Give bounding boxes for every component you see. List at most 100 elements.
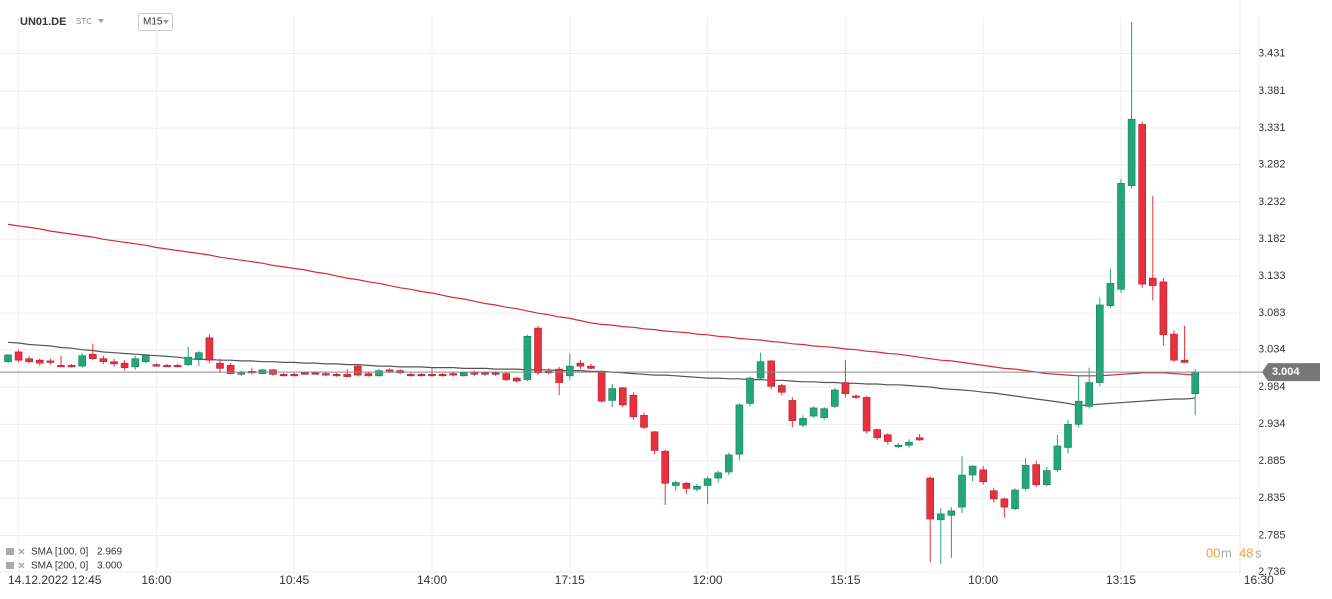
timer: 00 m 48 s bbox=[1206, 545, 1262, 560]
candle-body bbox=[364, 373, 373, 377]
y-tick-label: 2.934 bbox=[1258, 418, 1286, 430]
candle-body bbox=[703, 478, 712, 486]
symbol: UN01.DE bbox=[20, 16, 66, 28]
x-tick-label: 14.12.2022 12:45 bbox=[8, 573, 102, 587]
candle-body bbox=[14, 351, 23, 361]
candle-body bbox=[99, 358, 108, 362]
candle-body bbox=[756, 361, 765, 379]
legend-name: SMA [200, 0] bbox=[31, 561, 88, 572]
candle-body bbox=[1138, 124, 1146, 285]
x-tick-label: 12:00 bbox=[693, 573, 723, 587]
y-tick-label: 2.785 bbox=[1258, 529, 1286, 541]
x-tick-label: 16:00 bbox=[141, 573, 171, 587]
candle-body bbox=[78, 355, 86, 367]
candle-body bbox=[671, 482, 680, 486]
candle-body bbox=[883, 434, 892, 442]
candle-body bbox=[512, 377, 521, 382]
candle-body bbox=[67, 365, 76, 368]
candle-body bbox=[640, 415, 648, 428]
candle-body bbox=[894, 444, 903, 448]
candle-body bbox=[57, 365, 65, 368]
y-tick-label: 2.984 bbox=[1258, 381, 1286, 393]
candle-body bbox=[650, 431, 659, 451]
x-tick-label: 16:30 bbox=[1244, 573, 1274, 587]
legend-icon bbox=[6, 562, 14, 569]
x-tick-label: 15:15 bbox=[830, 573, 860, 587]
y-tick-label: 3.083 bbox=[1258, 307, 1286, 319]
legend-name: SMA [100, 0] bbox=[31, 547, 88, 558]
candle-body bbox=[481, 372, 489, 375]
y-tick-label: 2.736 bbox=[1258, 566, 1286, 578]
candle-body bbox=[1106, 283, 1115, 307]
candle-body bbox=[216, 362, 224, 369]
candle-body bbox=[799, 418, 807, 426]
candle-body bbox=[565, 365, 574, 377]
x-tick-label: 10:45 bbox=[279, 573, 309, 587]
y-tick-label: 3.331 bbox=[1258, 122, 1286, 134]
candle-body bbox=[788, 400, 797, 421]
candle-body bbox=[576, 362, 585, 367]
candle-body bbox=[375, 370, 383, 377]
candle-body bbox=[311, 372, 320, 375]
timer-seconds: 48 bbox=[1239, 545, 1253, 560]
current-price-box bbox=[1262, 363, 1320, 382]
candle-body bbox=[1064, 424, 1072, 448]
instrument-type: STC bbox=[76, 17, 92, 26]
candle-body bbox=[820, 408, 829, 418]
legend-close bbox=[18, 548, 25, 555]
candle-body bbox=[947, 510, 956, 516]
candle-body bbox=[1053, 445, 1062, 471]
candle-body bbox=[915, 437, 924, 441]
y-tick-label: 3.034 bbox=[1258, 344, 1286, 356]
candle-body bbox=[905, 441, 913, 446]
candle-body bbox=[597, 371, 606, 402]
candle-body bbox=[777, 385, 786, 393]
dropdown-arrow[interactable] bbox=[98, 19, 104, 23]
candle-body bbox=[1032, 464, 1040, 486]
current-price-label: 3.004 bbox=[1272, 366, 1300, 378]
candle-body bbox=[746, 377, 754, 404]
candle-body bbox=[968, 465, 977, 476]
candle-body bbox=[343, 374, 352, 377]
candle-body bbox=[534, 327, 542, 374]
candle-body bbox=[873, 429, 882, 439]
candle-body bbox=[25, 358, 34, 362]
candle-body bbox=[152, 364, 161, 367]
candle-body bbox=[618, 387, 627, 406]
timer-minutes: 00 bbox=[1206, 545, 1220, 560]
candle-body bbox=[1074, 400, 1083, 425]
y-tick-label: 3.182 bbox=[1258, 233, 1286, 245]
candle-body bbox=[1170, 333, 1178, 361]
candle-body bbox=[35, 359, 44, 364]
candle-body bbox=[809, 407, 818, 417]
legend-value: 3.000 bbox=[97, 561, 122, 572]
y-tick-label: 3.232 bbox=[1258, 196, 1286, 208]
interval[interactable]: M15 bbox=[143, 17, 163, 28]
legend-icon bbox=[6, 548, 14, 555]
candle-body bbox=[406, 374, 415, 377]
candle-body bbox=[841, 382, 850, 395]
sma-line bbox=[7, 223, 1196, 377]
candle-body bbox=[290, 374, 299, 377]
candle-body bbox=[459, 372, 468, 377]
candle-body bbox=[661, 450, 670, 484]
interval-arrow bbox=[163, 20, 169, 24]
candle-body bbox=[1191, 371, 1199, 395]
candle-body bbox=[1180, 359, 1189, 363]
candle-body bbox=[438, 374, 447, 377]
timer-unit: s bbox=[1255, 545, 1262, 560]
candle-body bbox=[629, 394, 638, 418]
candle-body bbox=[682, 482, 691, 489]
candle-body bbox=[173, 365, 182, 368]
x-tick-label: 17:15 bbox=[555, 573, 585, 587]
candle-body bbox=[693, 485, 701, 490]
candle-body bbox=[1117, 183, 1125, 290]
candle-body bbox=[1021, 465, 1030, 489]
interval-box[interactable] bbox=[138, 13, 173, 31]
candle-body bbox=[1085, 382, 1093, 407]
candle-body bbox=[491, 372, 500, 375]
legend-value: 2.969 bbox=[97, 547, 122, 558]
candle-body bbox=[89, 353, 97, 359]
candle-body bbox=[1000, 498, 1009, 508]
